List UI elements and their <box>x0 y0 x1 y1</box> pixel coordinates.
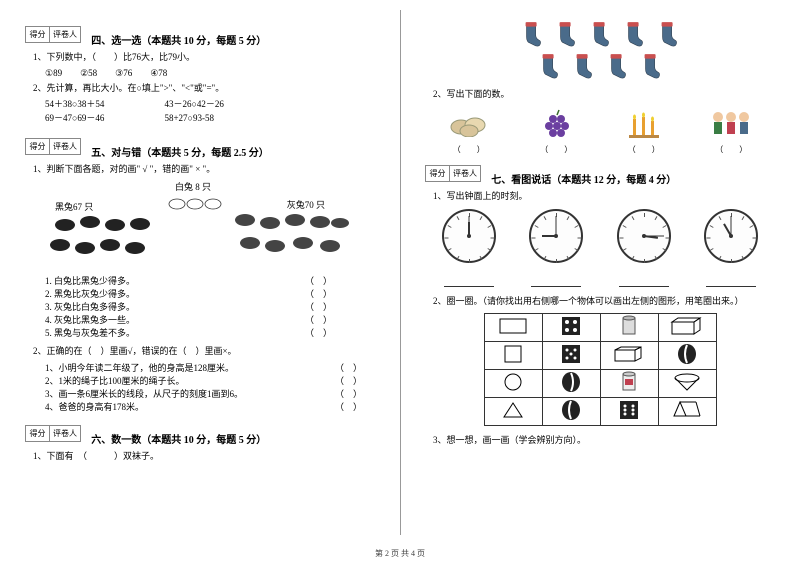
sock-icon <box>623 20 645 48</box>
can-icon <box>600 369 658 397</box>
clock-icon <box>529 209 583 263</box>
coffee-bean-icon <box>542 369 600 397</box>
clocks-row <box>425 209 775 263</box>
tf-row: 2. 黑兔比灰兔少得多。（ ） <box>45 287 345 300</box>
clock-icon <box>704 209 758 263</box>
sock-icon <box>640 52 662 80</box>
score-label: 得分 <box>26 27 50 42</box>
tf-row: 4、爸爸的身高有178米。（ ） <box>45 400 375 413</box>
socks-row <box>425 52 775 82</box>
sec4-q1: 1、下列数中，（ ）比76大，比79小。 <box>33 51 375 65</box>
sec4-title: 四、选一选（本题共 10 分，每题 5 分） <box>91 32 266 47</box>
bread-icon <box>439 108 499 140</box>
score-box: 得分 评卷人 <box>25 425 81 442</box>
coffee-bean-icon <box>542 397 600 425</box>
clock-blank <box>619 275 669 287</box>
dice-icon <box>542 313 600 341</box>
square-icon <box>484 341 542 369</box>
sec4-q2b: 43－26○42－26 <box>164 98 223 112</box>
clock-blank <box>706 275 756 287</box>
cuboid-icon <box>600 341 658 369</box>
candles-icon <box>614 108 674 140</box>
clock-blank <box>444 275 494 287</box>
sec5-q1: 1、判断下面各题，对的画" √ "，错的画" × "。 <box>33 163 375 177</box>
sock-icon <box>606 52 628 80</box>
grapes-icon <box>526 108 586 140</box>
triangle-icon <box>484 397 542 425</box>
tf-row: 1、小明今年读二年级了，他的身高是128厘米。（ ） <box>45 361 375 374</box>
sec4-q2a: 54＋38○38＋54 <box>45 98 104 112</box>
sec6-title: 六、数一数（本题共 10 分，每题 5 分） <box>91 431 266 446</box>
sec7-q2: 2、圈一圈。（请你找出用右侧哪一个物体可以画出左侧的图形，用笔圈出来。） <box>433 295 775 309</box>
tf-row: 3、画一条6厘米长的线段，从尺子的刻度1画到6。（ ） <box>45 387 375 400</box>
sock-icon <box>521 20 543 48</box>
sock-icon <box>657 20 679 48</box>
coffee-bean-icon <box>658 341 716 369</box>
sec4-q2c: 69－47○69－46 <box>45 112 104 126</box>
clock-blanks-row <box>425 269 775 287</box>
white-rabbits-icon <box>165 192 225 212</box>
sock-icon <box>538 52 560 80</box>
dice-icon <box>600 397 658 425</box>
tf-row: 5. 黑兔与灰兔差不多。（ ） <box>45 326 345 339</box>
tf-row: 3. 灰兔比白兔多得多。（ ） <box>45 300 345 313</box>
grader-label: 评卷人 <box>50 27 80 42</box>
people-icon <box>701 108 761 140</box>
can-icon <box>600 313 658 341</box>
sock-icon <box>555 20 577 48</box>
socks-row <box>425 20 775 50</box>
sock-icon <box>572 52 594 80</box>
clock-icon <box>617 209 671 263</box>
tf-row: 2、1米的绳子比100厘米的绳子长。（ ） <box>45 374 375 387</box>
rect-icon <box>484 313 542 341</box>
tf-row: 4. 灰兔比黑兔多一些。（ ） <box>45 313 345 326</box>
sec5-q2: 2、正确的在（ ）里画√，错误的在（ ）里画×。 <box>33 345 375 359</box>
sec4-q1-opts: ①89 ②58 ③76 ④78 <box>45 67 375 81</box>
prism-icon <box>658 397 716 425</box>
dice-icon <box>542 341 600 369</box>
score-box: 得分 评卷人 <box>25 26 81 43</box>
cone-icon <box>658 369 716 397</box>
sec7-q3: 3、想一想，画一画（学会辨别方向）。 <box>433 434 775 448</box>
sock-icon <box>589 20 611 48</box>
tf-row: 1. 白兔比黑兔少得多。（ ） <box>45 274 345 287</box>
score-box: 得分 评卷人 <box>25 138 81 155</box>
sec7-q1: 1、写出钟面上的时刻。 <box>433 190 775 204</box>
cuboid-icon <box>658 313 716 341</box>
shape-table <box>484 313 717 426</box>
count-items-row: （ ） （ ） （ ） （ ） <box>425 108 775 155</box>
sec6-q1: 1、下面有 （ ）双袜子。 <box>33 450 375 464</box>
sec4-q2d: 58+27○93-58 <box>164 112 214 126</box>
clock-blank <box>531 275 581 287</box>
sec6-q2: 2、写出下面的数。 <box>433 88 775 102</box>
circle-icon <box>484 369 542 397</box>
page-footer: 第 2 页 共 4 页 <box>0 548 800 559</box>
gray-rabbits-icon <box>225 208 355 263</box>
score-box: 得分 评卷人 <box>425 165 481 182</box>
sec5-title: 五、对与错（本题共 5 分，每题 2.5 分） <box>91 144 269 159</box>
rabbit-illustration: 白兔 8 只 黑兔67 只 灰兔70 只 <box>45 180 355 270</box>
sec7-title: 七、看图说话（本题共 12 分，每题 4 分） <box>491 171 676 186</box>
clock-icon <box>442 209 496 263</box>
sec4-q2: 2、先计算，再比大小。在○填上">"、"<"或"="。 <box>33 82 375 96</box>
black-rabbits-icon <box>45 210 165 265</box>
